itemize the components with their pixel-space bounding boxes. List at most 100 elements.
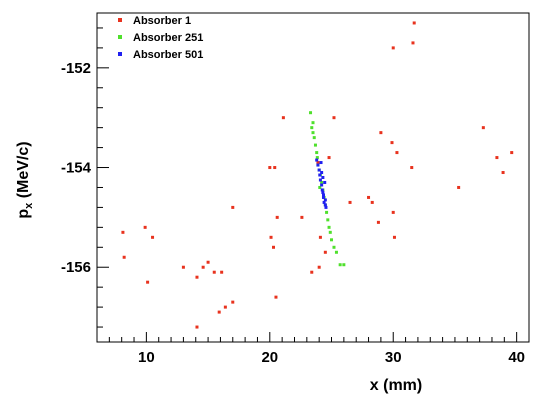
data-point: [323, 198, 327, 202]
data-point: [326, 218, 330, 222]
data-point: [324, 205, 328, 209]
data-point: [311, 121, 315, 125]
data-point: [338, 263, 342, 267]
data-point: [231, 300, 235, 304]
data-point: [328, 230, 332, 234]
data-point: [273, 166, 277, 170]
data-point: [316, 161, 320, 165]
data-point: [320, 180, 324, 184]
x-axis-ticks: [96, 332, 530, 342]
data-point: [274, 295, 278, 299]
data-point: [151, 235, 155, 239]
data-point: [323, 203, 327, 207]
data-point: [315, 156, 319, 160]
data-point: [332, 116, 336, 120]
data-point: [320, 183, 324, 187]
data-point: [334, 250, 338, 254]
data-point: [457, 185, 461, 189]
data-point: [317, 265, 321, 269]
data-point: [321, 193, 325, 197]
data-point: [319, 161, 323, 165]
data-point: [342, 263, 346, 267]
data-point: [181, 265, 185, 269]
data-point: [310, 270, 314, 274]
data-point: [309, 111, 313, 115]
data-point: [412, 21, 416, 25]
data-point: [281, 116, 285, 120]
x-tick-label: 40: [508, 349, 525, 366]
data-point: [411, 41, 415, 45]
data-point: [348, 200, 352, 204]
series-1: [121, 21, 514, 329]
y-axis-title-main: p: [15, 209, 32, 219]
data-point: [320, 171, 324, 175]
data-point: [323, 180, 327, 184]
data-point: [330, 238, 334, 242]
y-axis-title: px (MeV/c): [15, 141, 35, 218]
data-point: [332, 245, 336, 249]
data-point: [318, 235, 322, 239]
x-tick-label: 30: [385, 349, 402, 366]
data-point: [322, 200, 326, 204]
data-point: [327, 225, 331, 229]
data-point: [481, 126, 485, 130]
data-point: [121, 230, 125, 234]
y-tick-label: -152: [61, 60, 91, 77]
data-point: [272, 245, 276, 249]
data-point: [321, 176, 325, 179]
series-2: [309, 111, 346, 267]
data-point: [410, 166, 414, 170]
data-point: [395, 151, 399, 155]
data-point: [275, 215, 279, 219]
data-point: [315, 158, 319, 162]
plot-frame: [96, 12, 530, 343]
data-point: [327, 156, 331, 160]
data-point: [316, 163, 320, 167]
legend-marker: [118, 18, 122, 22]
data-point: [195, 325, 199, 329]
data-point: [223, 305, 227, 309]
data-point: [495, 156, 499, 160]
legend-label: Absorber 501: [133, 49, 203, 61]
y-axis-title-sub: x: [23, 202, 35, 209]
data-point: [206, 260, 210, 264]
data-point: [212, 270, 216, 274]
data-point: [143, 225, 147, 229]
data-point: [390, 141, 394, 145]
data-point: [313, 143, 317, 147]
legend-marker: [118, 52, 122, 56]
data-point: [318, 185, 322, 189]
data-point: [315, 151, 319, 155]
data-point: [318, 178, 322, 182]
y-axis-ticks: [97, 27, 109, 328]
y-axis-tick-labels: -156 -154 -152: [61, 60, 92, 276]
y-tick-label: -154: [61, 160, 92, 177]
x-tick-label: 10: [138, 349, 155, 366]
data-point: [318, 173, 322, 177]
data-point: [201, 265, 205, 269]
data-point: [122, 255, 126, 259]
data-point: [300, 215, 304, 219]
x-axis-title: x (mm): [370, 377, 422, 394]
data-point: [510, 151, 514, 155]
data-point: [321, 195, 325, 199]
data-point: [146, 280, 150, 284]
data-point: [501, 171, 505, 175]
data-point: [310, 126, 314, 130]
y-axis-title-unit: (MeV/c): [15, 141, 32, 202]
y-tick-label: -156: [61, 259, 91, 276]
data-point: [367, 195, 371, 199]
data-point: [392, 235, 396, 239]
x-axis-tick-labels: 10 20 30 40: [138, 349, 525, 366]
data-point: [195, 275, 199, 279]
legend: Absorber 1 Absorber 251 Absorber 501: [118, 15, 203, 61]
data-point: [312, 136, 316, 140]
legend-label: Absorber 1: [133, 15, 191, 27]
data-points: [121, 21, 514, 329]
data-point: [321, 190, 325, 194]
data-point: [376, 220, 380, 224]
data-point: [379, 131, 383, 135]
series-3: [315, 158, 328, 209]
data-point: [311, 131, 315, 135]
